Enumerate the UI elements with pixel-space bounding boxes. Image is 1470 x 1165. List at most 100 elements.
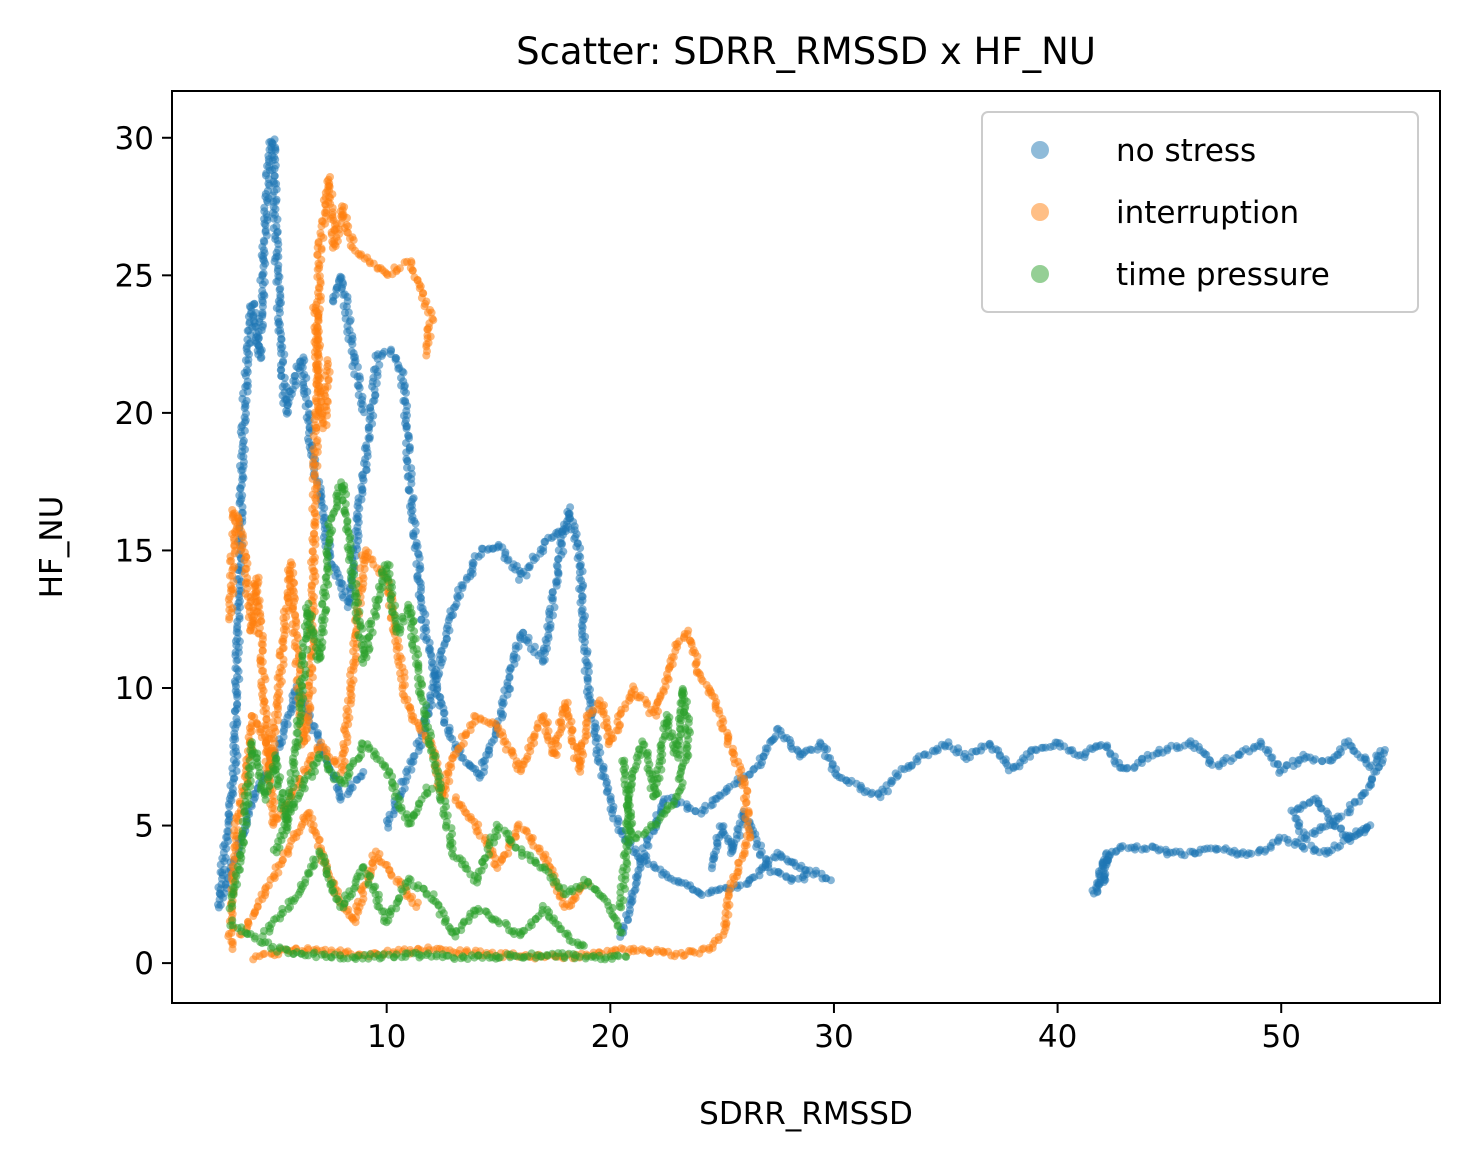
point-no-stress [1311,755,1320,764]
point-no-stress [868,788,877,797]
point-interruption [289,604,298,613]
point-no-stress [756,850,764,859]
point-interruption [412,903,421,911]
point-no-stress [1138,755,1147,764]
point-no-stress [407,479,416,488]
point-no-stress [580,667,589,675]
point-no-stress [564,522,573,531]
point-no-stress [504,555,513,564]
point-time-pressure [414,667,423,675]
point-no-stress [544,631,553,640]
point-no-stress [415,554,424,562]
point-no-stress [357,482,366,491]
series-time-pressure [225,478,694,964]
point-no-stress [1020,756,1029,765]
point-no-stress [511,641,520,650]
point-interruption [310,529,319,538]
point-no-stress [763,744,772,753]
point-no-stress [496,707,505,716]
point-no-stress [553,562,562,571]
point-interruption [692,659,701,668]
point-interruption [310,469,319,478]
point-interruption [308,547,317,556]
point-no-stress [510,650,519,659]
series-interruption [224,173,755,964]
point-no-stress [1268,753,1277,762]
point-no-stress [329,292,338,301]
point-no-stress [402,448,411,457]
point-no-stress [298,363,307,372]
point-interruption [422,351,431,360]
point-no-stress [802,870,811,879]
point-interruption [239,533,247,542]
point-no-stress [823,745,832,754]
point-no-stress [268,165,277,174]
point-no-stress [273,215,282,224]
point-interruption [229,577,238,586]
point-no-stress [1161,845,1170,854]
point-no-stress [359,768,368,776]
point-time-pressure [428,784,437,793]
point-time-pressure [254,771,263,780]
point-no-stress [1273,760,1282,768]
point-time-pressure [579,941,588,950]
point-no-stress [225,810,233,818]
point-no-stress [453,592,462,601]
point-no-stress [380,347,389,356]
point-no-stress [505,672,514,681]
point-no-stress [355,384,364,393]
point-interruption [282,604,290,613]
point-time-pressure [614,952,623,961]
point-no-stress [519,628,528,637]
point-no-stress [736,881,745,890]
point-no-stress [344,308,353,317]
point-no-stress [583,649,591,658]
point-no-stress [824,753,833,762]
point-no-stress [346,316,355,324]
point-time-pressure [617,928,626,937]
point-no-stress [362,466,371,475]
point-no-stress [280,350,289,359]
point-no-stress [357,495,366,504]
point-no-stress [365,433,374,441]
point-no-stress [247,303,255,312]
point-no-stress [409,531,418,540]
point-interruption [244,918,253,927]
point-no-stress [221,881,230,890]
point-no-stress [525,561,534,570]
point-no-stress [458,581,467,590]
point-time-pressure [304,599,313,608]
point-no-stress [1364,783,1373,791]
point-no-stress [400,784,409,793]
point-no-stress [439,709,448,718]
point-no-stress [238,491,247,500]
point-no-stress [757,841,766,850]
point-no-stress [1092,884,1101,893]
point-time-pressure [293,728,302,737]
point-no-stress [548,588,557,597]
point-no-stress [1254,848,1263,857]
point-time-pressure [355,633,364,642]
point-interruption [408,266,417,275]
point-no-stress [452,600,461,609]
point-no-stress [254,334,263,343]
point-interruption [257,640,266,648]
point-no-stress [409,752,418,761]
point-no-stress [375,361,384,369]
point-no-stress [1292,814,1301,823]
point-no-stress [1361,825,1370,834]
point-no-stress [788,875,797,883]
point-no-stress [1283,761,1291,770]
point-no-stress [1343,808,1352,817]
point-no-stress [583,676,592,685]
point-no-stress [575,568,584,577]
point-interruption [252,574,261,583]
point-no-stress [1370,767,1379,776]
point-no-stress [353,363,362,371]
point-no-stress [348,340,357,349]
point-no-stress [301,402,310,411]
point-no-stress [223,827,232,836]
point-no-stress [550,603,559,612]
point-no-stress [362,441,371,450]
